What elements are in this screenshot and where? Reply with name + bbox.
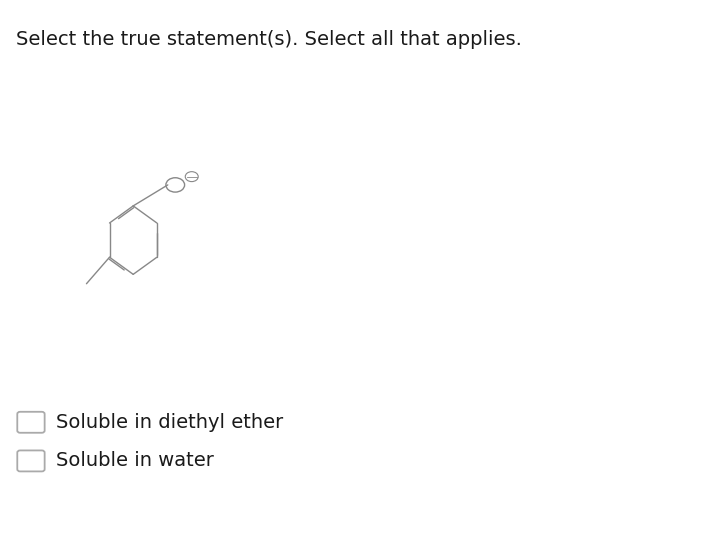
Text: Soluble in water: Soluble in water — [56, 452, 214, 470]
Text: Select the true statement(s). Select all that applies.: Select the true statement(s). Select all… — [16, 30, 522, 49]
Text: Soluble in diethyl ether: Soluble in diethyl ether — [56, 413, 284, 432]
FancyBboxPatch shape — [17, 412, 45, 433]
FancyBboxPatch shape — [17, 450, 45, 471]
